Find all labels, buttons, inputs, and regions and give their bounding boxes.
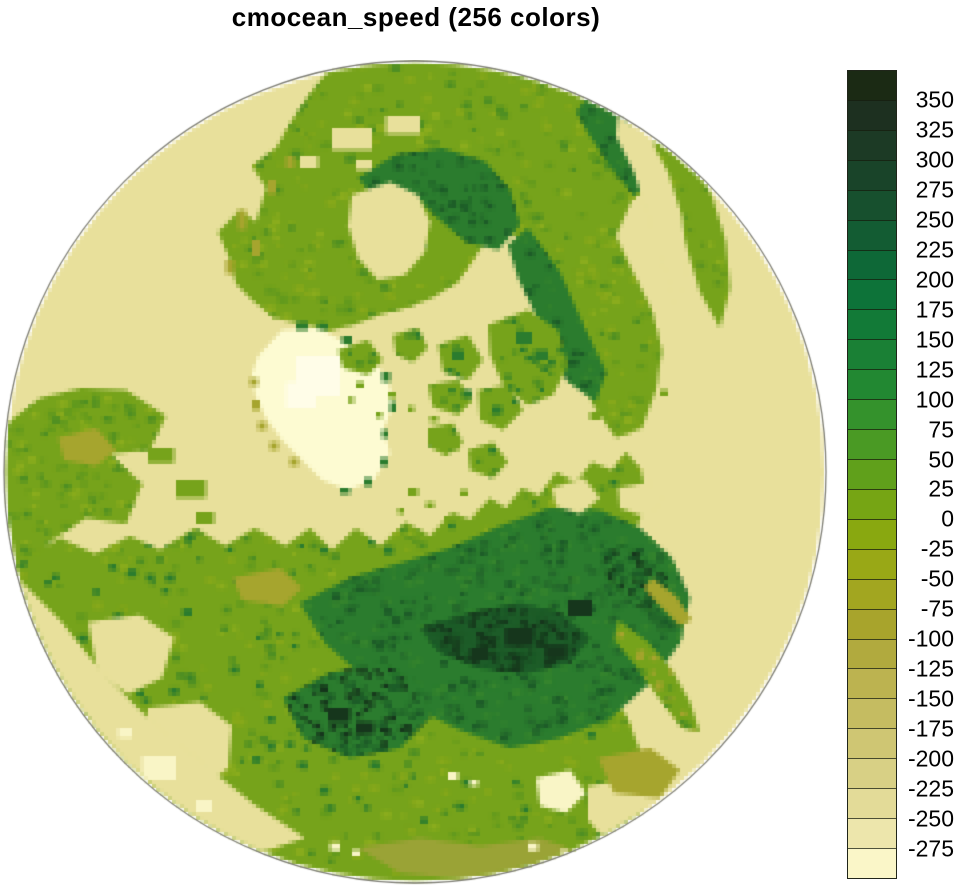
colorbar-segment <box>848 369 896 400</box>
colorbar-segment <box>848 518 896 549</box>
colorbar-segment <box>848 99 896 130</box>
colorbar <box>847 70 897 879</box>
polar-map <box>0 60 832 888</box>
colorbar-segment <box>848 249 896 280</box>
colorbar-segment <box>848 578 896 609</box>
colorbar-segment <box>848 129 896 160</box>
colorbar-segment <box>848 788 896 819</box>
colorbar-segment <box>848 189 896 220</box>
colorbar-tick-label: -150 <box>907 685 954 712</box>
colorbar-tick-label: -100 <box>907 625 954 652</box>
colorbar-segment <box>848 219 896 250</box>
colorbar-tick-label: 350 <box>915 86 954 113</box>
colorbar-tick-label: -75 <box>920 595 954 622</box>
colorbar-segment <box>848 728 896 759</box>
colorbar-tick-label: -250 <box>907 805 954 832</box>
colorbar-tick-label: 200 <box>915 266 954 293</box>
colorbar-tick-label: 0 <box>941 505 954 532</box>
colorbar-tick-label: 175 <box>915 296 954 323</box>
colorbar-segment <box>848 608 896 639</box>
colorbar-segment <box>848 488 896 519</box>
colorbar-tick-label: 275 <box>915 176 954 203</box>
colorbar-tick-label: 75 <box>928 416 954 443</box>
colorbar-tick-label: -175 <box>907 715 954 742</box>
colorbar-segment <box>848 71 896 100</box>
colorbar-tick-label: 50 <box>928 446 954 473</box>
colorbar-tick-label: 25 <box>928 475 954 502</box>
colorbar-segment <box>848 339 896 370</box>
colorbar-segment <box>848 279 896 310</box>
colorbar-tick-label: 225 <box>915 236 954 263</box>
colorbar-segment <box>848 638 896 669</box>
colorbar-tick-label: -125 <box>907 655 954 682</box>
colorbar-tick-label: 100 <box>915 386 954 413</box>
colorbar-segment <box>848 818 896 848</box>
colorbar-segment <box>848 399 896 430</box>
colorbar-segment <box>848 548 896 579</box>
colorbar-segment <box>848 309 896 340</box>
colorbar-segment <box>848 847 896 878</box>
colorbar-tick-label: -200 <box>907 745 954 772</box>
colorbar-segment <box>848 668 896 699</box>
colorbar-tick-label: 325 <box>915 116 954 143</box>
colorbar-segment <box>848 429 896 459</box>
colorbar-tick-label: 300 <box>915 146 954 173</box>
colorbar-segment <box>848 698 896 729</box>
colorbar-tick-label: -275 <box>907 835 954 862</box>
colorbar-tick-label: 150 <box>915 326 954 353</box>
colorbar-tick-label: -225 <box>907 775 954 802</box>
colorbar-tick-label: -25 <box>920 535 954 562</box>
colorbar-segment <box>848 758 896 789</box>
chart-title: cmocean_speed (256 colors) <box>231 2 601 32</box>
colorbar-segment <box>848 458 896 489</box>
colorbar-tick-label: 125 <box>915 356 954 383</box>
colorbar-tick-label: -50 <box>920 565 954 592</box>
colorbar-tick-label: 250 <box>915 206 954 233</box>
colorbar-segment <box>848 159 896 190</box>
